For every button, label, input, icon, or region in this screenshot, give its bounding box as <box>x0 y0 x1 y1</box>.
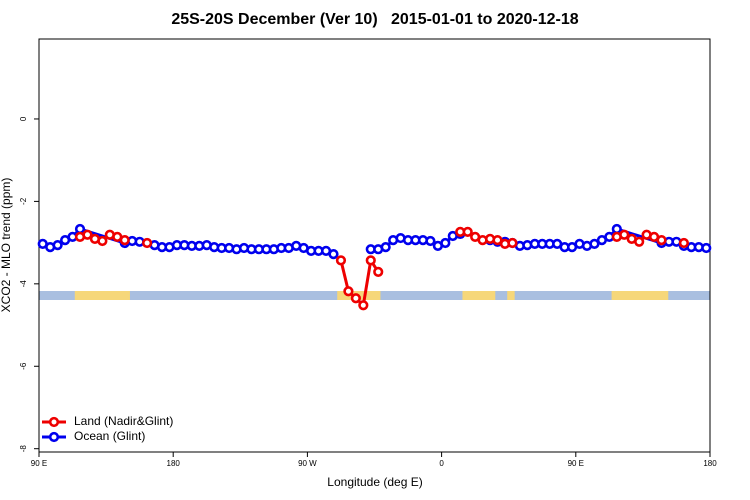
chart-title: 25S-20S December (Ver 10) 2015-01-01 to … <box>171 11 578 28</box>
land-strip <box>611 291 669 300</box>
y-tick-label: 0 <box>19 116 28 121</box>
data-point <box>343 286 354 297</box>
legend-marker <box>48 431 60 443</box>
data-point <box>589 238 600 249</box>
data-point <box>634 236 645 247</box>
data-point <box>425 235 436 247</box>
data-point <box>82 229 93 240</box>
data-point <box>507 237 518 249</box>
y-tick-label: -4 <box>19 280 28 288</box>
land-strip <box>74 291 130 300</box>
y-tick-label: -2 <box>19 197 28 205</box>
x-tick-label: 180 <box>703 459 717 468</box>
x-tick-label: 180 <box>167 459 181 468</box>
data-point <box>701 242 712 254</box>
x-axis-label: Longitude (deg E) <box>327 475 422 489</box>
data-point <box>335 255 347 266</box>
data-point <box>678 237 690 249</box>
data-point <box>656 235 667 246</box>
data-point <box>97 235 108 247</box>
data-point <box>492 235 503 246</box>
x-tick-label: 90 E <box>31 459 47 468</box>
y-tick-label: -6 <box>19 362 28 370</box>
data-point <box>74 223 86 235</box>
data-point <box>358 300 369 311</box>
data-point <box>328 249 339 260</box>
legend-marker <box>48 416 60 428</box>
data-point <box>142 237 153 249</box>
data-point <box>365 255 376 266</box>
data-point <box>119 235 130 246</box>
x-tick-label: 0 <box>439 459 444 468</box>
data-point <box>619 229 630 240</box>
x-tick-label: 90 W <box>298 459 317 468</box>
land-strip <box>462 291 496 300</box>
data-point <box>462 226 473 237</box>
y-axis-label: XCO2 - MLO trend (ppm) <box>0 178 13 313</box>
data-point <box>611 223 622 235</box>
land-strip <box>507 291 515 300</box>
x-tick-label: 90 E <box>568 459 584 468</box>
data-point <box>52 239 63 251</box>
y-tick-label: -8 <box>19 445 28 453</box>
data-point <box>373 266 384 277</box>
data-point <box>440 237 451 249</box>
legend-label: Ocean (Glint) <box>74 429 145 443</box>
legend-label: Land (Nadir&Glint) <box>74 414 173 428</box>
data-point <box>380 242 391 253</box>
data-point <box>350 293 361 304</box>
